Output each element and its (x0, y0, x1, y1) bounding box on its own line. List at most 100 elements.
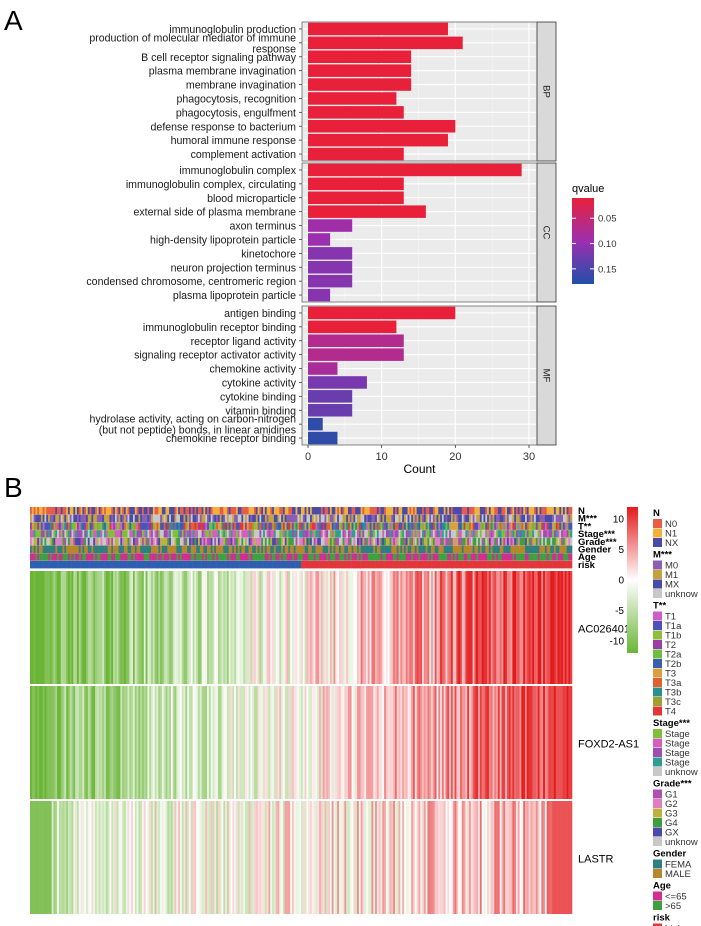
heatmap-cell (472, 801, 475, 914)
heatmap-cell (494, 571, 497, 684)
annotation-cell (521, 553, 524, 561)
annotation-cell (142, 522, 145, 530)
legend-swatch (653, 901, 662, 910)
annotation-cell (31, 545, 34, 553)
annotation-cell (105, 507, 108, 515)
annotation-cell (391, 553, 394, 561)
heatmap-cell (519, 686, 522, 799)
annotation-cell (60, 530, 63, 538)
heatmap-cell (282, 801, 286, 914)
annotation-cell (413, 537, 416, 546)
annotation-cell (329, 514, 333, 523)
annotation-cell (286, 507, 289, 515)
heatmap-cell (188, 801, 192, 914)
annotation-cell (427, 530, 430, 538)
annotation-cell (266, 530, 269, 538)
annotation-cell (488, 507, 491, 515)
heatmap-cell (351, 801, 354, 914)
heatmap-cell (463, 571, 466, 684)
annotation-cell (322, 514, 325, 523)
heatmap-cell (375, 801, 378, 914)
annotation-cell (237, 537, 240, 546)
heatmap-cell (190, 686, 193, 799)
annotation-cell (355, 545, 358, 553)
heatmap-cell (96, 571, 99, 684)
heatmap-cell (322, 801, 325, 914)
heatmap-cell (340, 801, 343, 914)
annotation-cell (149, 545, 152, 553)
annotation-cell (476, 553, 479, 561)
annotation-cell (223, 537, 226, 546)
annotation-cell (64, 507, 67, 515)
heatmap-cell (201, 801, 204, 914)
heatmap-cell (317, 571, 320, 684)
annotation-cell (534, 507, 537, 515)
annotation-cell (449, 530, 452, 538)
annotation-cell (116, 507, 119, 515)
annotation-cell (431, 530, 434, 538)
annotation-cell (299, 560, 302, 569)
annotation-cell (497, 507, 501, 515)
annotation-cell (102, 514, 105, 523)
heatmap-cell (248, 686, 251, 799)
annotation-cell (132, 522, 136, 530)
annotation-cell (407, 537, 410, 546)
annotation-cell (557, 545, 560, 553)
colorbar-tick-label: -10 (610, 636, 625, 647)
heatmap-cell (264, 686, 267, 799)
annotation-cell (564, 507, 567, 515)
heatmap-cell (281, 801, 284, 914)
legend-entry-label: GX (665, 828, 679, 839)
annotation-cell (561, 545, 564, 553)
legend-colorbar (572, 198, 594, 284)
annotation-cell (58, 522, 62, 530)
annotation-cell (116, 553, 119, 561)
annotation-cell (463, 522, 466, 530)
heatmap-cell (553, 571, 557, 684)
annotation-cell (548, 560, 551, 569)
annotation-cell (132, 537, 136, 546)
annotation-cell (235, 545, 239, 553)
annotation-cell (295, 545, 298, 553)
annotation-cell (385, 545, 389, 553)
heatmap-cell (546, 686, 549, 799)
annotation-cell (255, 537, 258, 546)
annotation-cell (328, 507, 331, 515)
heatmap-cell (205, 686, 208, 799)
heatmap-cell (570, 801, 573, 914)
annotation-cell (284, 522, 287, 530)
annotation-cell (535, 514, 538, 523)
annotation-cell (187, 530, 190, 538)
heatmap-cell (508, 801, 511, 914)
heatmap-cell (40, 571, 43, 684)
heatmap-cell (174, 801, 177, 914)
annotation-cell (100, 545, 103, 553)
annotation-cell (335, 545, 338, 553)
heatmap-cell (427, 571, 430, 684)
annotation-cell (62, 545, 65, 553)
annotation-cell (244, 537, 248, 546)
annotation-cell (413, 507, 416, 515)
heatmap-cell (450, 571, 454, 684)
heatmap-cell (286, 571, 289, 684)
legend-swatch (653, 837, 662, 846)
annotation-cell (127, 522, 130, 530)
annotation-cell (167, 530, 170, 538)
heatmap-cell (450, 686, 454, 799)
annotation-cell (367, 530, 370, 538)
annotation-cell (286, 514, 289, 523)
annotation-cell (328, 522, 331, 530)
bar-cc-7 (308, 260, 353, 274)
annotation-cell (566, 514, 569, 523)
annotation-cell (53, 553, 56, 561)
annotation-cell (37, 553, 40, 561)
annotation-cell (270, 545, 273, 553)
heatmap-cell (154, 571, 157, 684)
heatmap-cell (69, 686, 72, 799)
annotation-cell (414, 545, 417, 553)
annotation-cell (515, 553, 519, 561)
annotation-cell (243, 514, 246, 523)
heatmap-cell (532, 571, 535, 684)
legend-entry-label: M0 (665, 561, 678, 572)
heatmap-cell (57, 686, 60, 799)
